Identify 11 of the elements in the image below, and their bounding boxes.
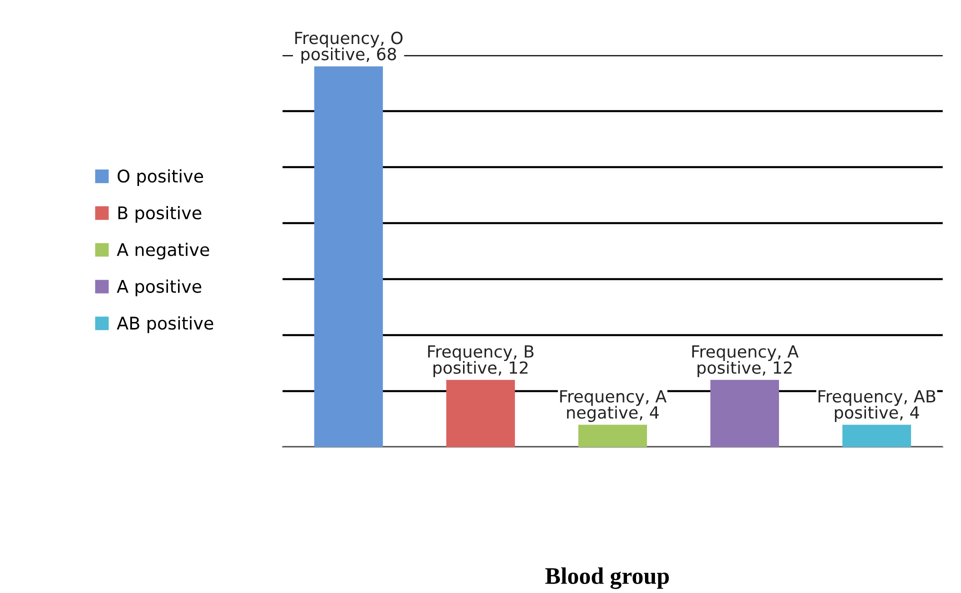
data-label: Frequency, O positive, 68 [295,32,403,64]
data-label: Frequency, A positive, 12 [692,345,799,378]
text: Blood group [545,567,669,589]
legend-label: AB positive [116,316,214,334]
legend-label: O positive [118,169,204,186]
data-label: Frequency, B positive, 12 [428,345,534,378]
legend-label: A positive [116,280,202,296]
legend-label: B positive [118,206,202,223]
data-label: Frequency, AB positive, 4 [818,390,936,422]
legend-label: A negative [116,242,210,260]
data-label: Frequency, A negative, 4 [560,390,667,422]
